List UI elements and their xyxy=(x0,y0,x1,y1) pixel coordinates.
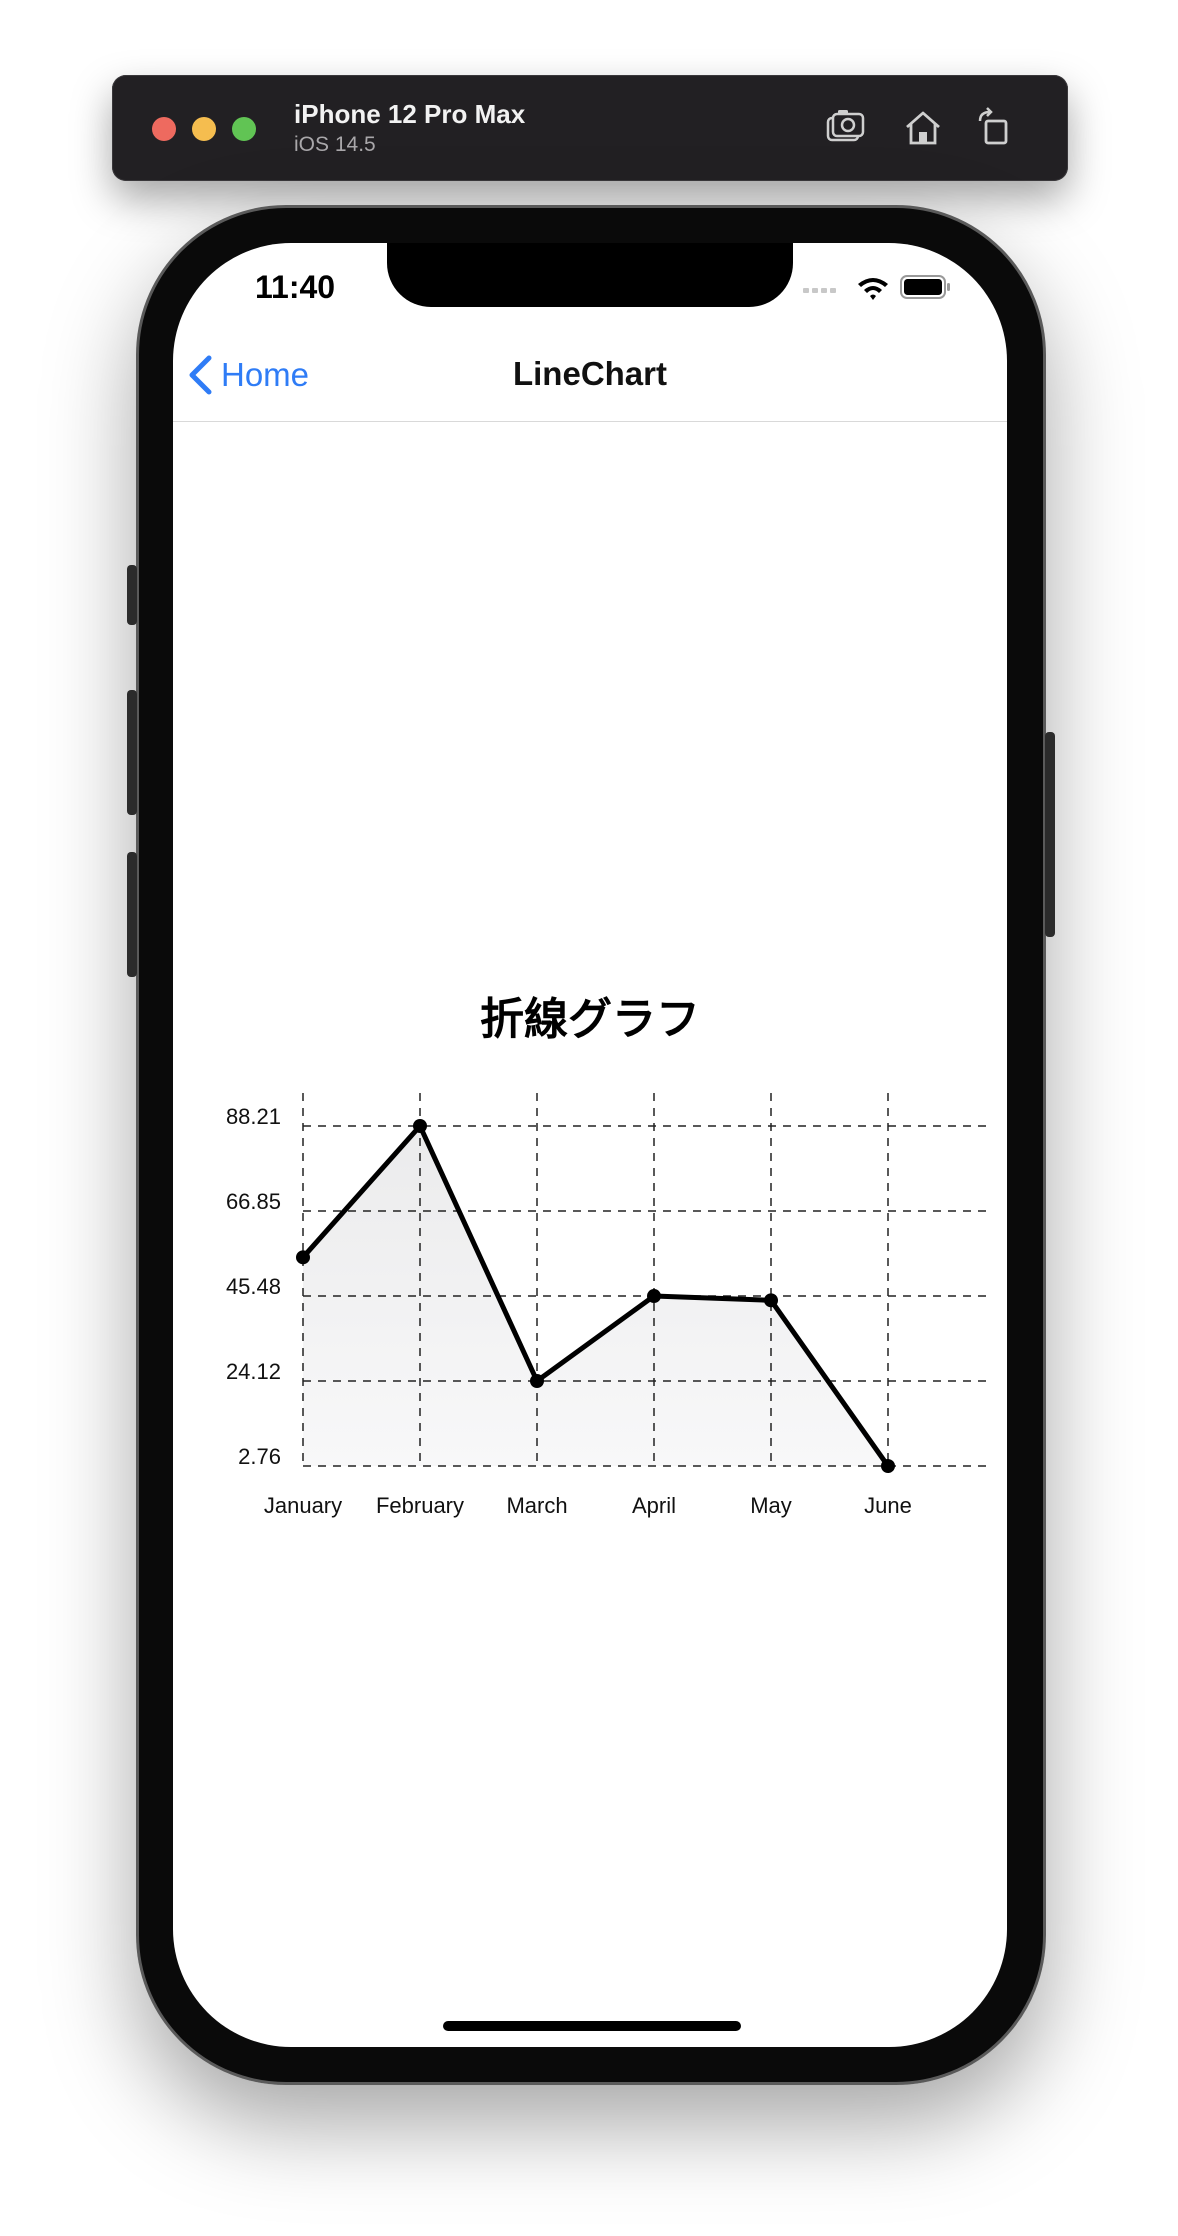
nav-divider xyxy=(173,421,1007,422)
screenshot-camera-icon[interactable] xyxy=(822,105,868,151)
data-point xyxy=(530,1374,544,1389)
os-version: iOS 14.5 xyxy=(294,133,376,156)
x-tick-label: April xyxy=(632,1493,676,1518)
x-tick-label: June xyxy=(864,1493,912,1518)
x-tick-label: January xyxy=(264,1493,342,1518)
back-button-label: Home xyxy=(221,356,310,393)
y-tick-label: 2.76 xyxy=(238,1444,281,1469)
wifi-icon xyxy=(858,278,888,300)
notch xyxy=(387,243,793,307)
power-button[interactable] xyxy=(1045,732,1055,937)
y-tick-label: 45.48 xyxy=(226,1274,281,1299)
volume-down-button[interactable] xyxy=(127,852,137,977)
back-button[interactable]: Home xyxy=(187,353,309,397)
nav-title: LineChart xyxy=(512,355,667,392)
cellular-signal-icon xyxy=(803,288,836,293)
y-tick-label: 88.21 xyxy=(226,1104,281,1129)
device-name: iPhone 12 Pro Max xyxy=(294,99,526,129)
minimize-window-button[interactable] xyxy=(192,117,216,141)
x-tick-label: May xyxy=(750,1493,792,1518)
volume-up-button[interactable] xyxy=(127,690,137,815)
x-tick-label: February xyxy=(376,1493,464,1518)
data-point xyxy=(764,1293,778,1308)
series-line xyxy=(301,1123,891,1468)
home-indicator[interactable] xyxy=(443,2021,741,2031)
data-point xyxy=(647,1289,661,1304)
rotate-device-icon[interactable] xyxy=(972,105,1018,151)
y-tick-label: 24.12 xyxy=(226,1359,281,1384)
battery-icon xyxy=(900,275,950,299)
chevron-left-icon xyxy=(189,355,212,395)
zoom-window-button[interactable] xyxy=(232,117,256,141)
data-point xyxy=(881,1459,895,1473)
data-point xyxy=(296,1250,310,1265)
y-tick-label: 66.85 xyxy=(226,1189,281,1214)
x-tick-label: March xyxy=(506,1493,567,1518)
status-icons xyxy=(803,275,950,300)
line-chart: 88.21 66.85 45.48 24.12 2.76 January February M… xyxy=(226,1093,993,1518)
simulator-toolbar: iPhone 12 Pro Max iOS 14.5 xyxy=(112,75,1068,181)
chart-title: 折線グラフ xyxy=(480,995,700,1044)
close-window-button[interactable] xyxy=(152,117,176,141)
home-icon[interactable] xyxy=(900,105,946,151)
data-point xyxy=(413,1119,427,1133)
status-time: 11:40 xyxy=(255,269,336,305)
mute-switch[interactable] xyxy=(127,565,137,625)
phone-screen: 11:40 Home LineChart 折線グラフ 88.21 66.85 45.… xyxy=(173,243,1007,2047)
